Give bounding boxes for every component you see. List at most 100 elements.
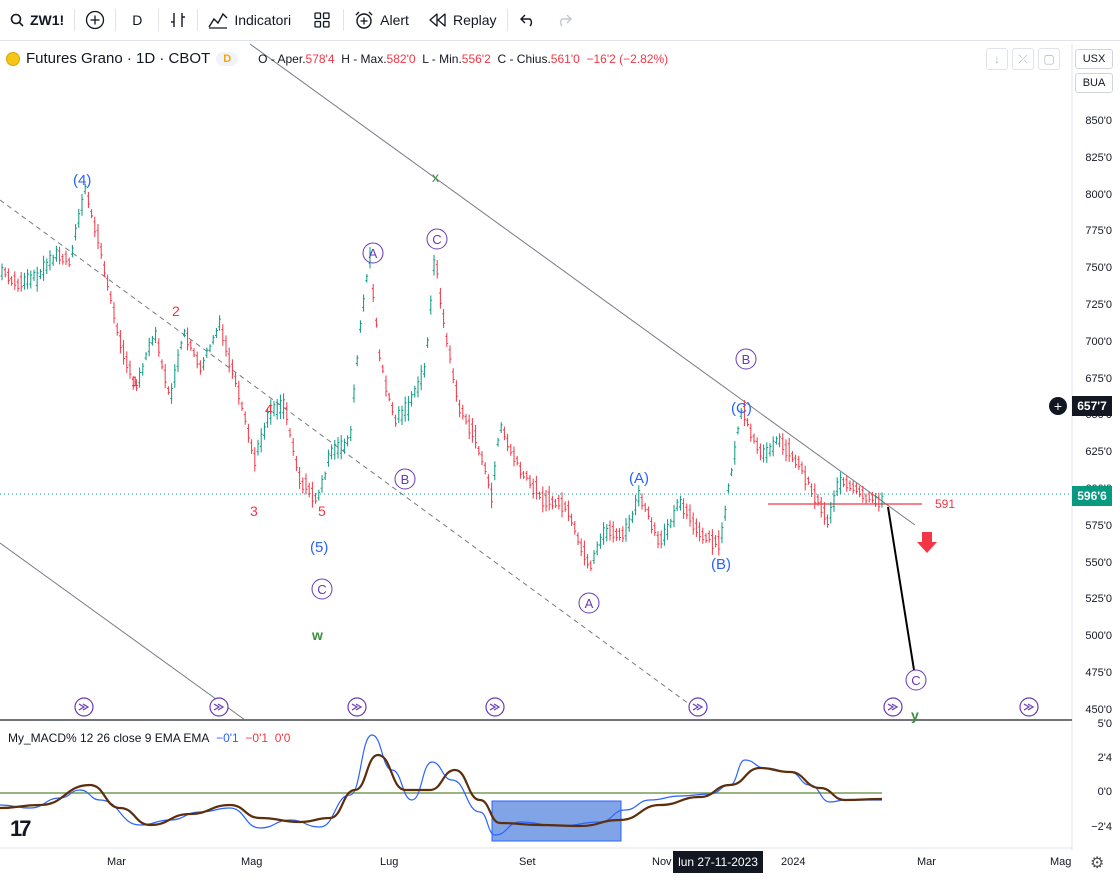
price-bar	[426, 337, 429, 349]
unit-selector[interactable]: BUA	[1075, 73, 1113, 93]
tradingview-logo-icon[interactable]: 17	[10, 816, 32, 841]
price-bar	[647, 506, 650, 520]
ohlc-values: O - Aper.578'4 H - Max.582'0 L - Min.556…	[258, 52, 668, 66]
price-bar	[330, 444, 333, 460]
indicators-button[interactable]: Indicatori	[198, 0, 301, 40]
macd-axis-tick: 2'4	[1097, 752, 1112, 764]
wave-label-C-paren: (C)	[731, 400, 752, 417]
price-bar	[634, 494, 637, 516]
compare-button[interactable]	[75, 0, 115, 40]
price-bar	[423, 363, 426, 378]
price-bar	[339, 435, 343, 460]
toolbar-divider	[343, 9, 345, 31]
symbol-search[interactable]: ZW1!	[0, 0, 74, 40]
price-bar	[285, 402, 289, 426]
time-axis-tick: Set	[519, 856, 536, 868]
price-bar	[496, 437, 500, 447]
price-bar	[608, 520, 612, 541]
price-bar	[765, 442, 769, 463]
price-bar	[16, 278, 20, 292]
event-arrow-icon	[347, 697, 367, 717]
legend-title[interactable]: Futures Grano · 1D · CBOT	[26, 50, 211, 67]
price-bar	[851, 480, 855, 494]
price-bar	[320, 475, 324, 493]
price-bar	[80, 194, 84, 216]
price-bar	[583, 540, 586, 566]
price-bar	[103, 261, 106, 277]
price-bar	[832, 490, 836, 512]
price-bar	[797, 455, 801, 470]
price-bar	[282, 393, 285, 420]
price-bar	[867, 491, 871, 503]
price-bar	[429, 295, 433, 315]
price-bar	[602, 522, 605, 545]
price-bar	[778, 433, 781, 448]
price-bar	[759, 443, 762, 461]
time-axis-tick: Mag	[241, 856, 263, 868]
price-bar	[221, 324, 225, 346]
collapse-icon[interactable]: ⤫	[1012, 48, 1034, 70]
price-bar	[746, 418, 749, 427]
toolbar-divider	[115, 9, 117, 31]
price-bar	[442, 309, 445, 328]
price-bar	[224, 335, 228, 357]
price-bar	[13, 271, 17, 290]
layouts-button[interactable]	[301, 0, 343, 40]
mid-dashed-trendline	[0, 199, 701, 713]
price-bar	[416, 376, 420, 398]
price-bar	[439, 287, 442, 309]
interval-label: D	[132, 12, 143, 28]
currency-selector[interactable]: USX	[1075, 49, 1113, 69]
price-bar	[493, 461, 497, 481]
price-bar	[359, 320, 362, 333]
price-bar	[739, 407, 743, 420]
time-axis-tick: Mag	[1050, 856, 1072, 868]
price-bar	[717, 530, 721, 556]
macd-legend[interactable]: My_MACD% 12 26 close 9 EMA EMA −0'1 −0'1…	[8, 731, 290, 745]
price-bar	[253, 447, 257, 472]
maximize-icon[interactable]: ▢	[1038, 48, 1060, 70]
undo-button[interactable]	[508, 0, 548, 40]
circle-marker	[905, 669, 927, 691]
price-chart[interactable]: (4) (5) 1 2 3 4 5 (A) (B) (C) x w y A B …	[0, 40, 1120, 882]
rewind-icon	[429, 13, 446, 27]
price-axis-tick: 500'0	[1085, 630, 1112, 643]
toolbar-divider	[158, 9, 160, 31]
price-bar	[250, 439, 253, 455]
price-bar	[387, 392, 391, 402]
price-bar	[83, 183, 87, 195]
price-bar	[243, 411, 247, 425]
price-bar	[688, 504, 692, 527]
redo-button[interactable]	[548, 0, 580, 40]
price-bar	[125, 351, 129, 373]
alert-button[interactable]: Alert	[344, 0, 419, 40]
alarm-clock-icon	[355, 11, 373, 29]
gear-icon[interactable]: ⚙	[1090, 855, 1105, 872]
chart-type-button[interactable]	[159, 0, 197, 40]
price-bar	[109, 291, 113, 304]
macd-line	[0, 734, 882, 836]
price-bar	[432, 254, 436, 276]
add-plus-icon[interactable]: +	[1049, 397, 1067, 415]
price-bar	[39, 269, 42, 280]
toolbar-divider	[197, 9, 199, 31]
price-bar	[403, 396, 407, 422]
price-bar	[87, 191, 90, 209]
price-bar	[839, 472, 842, 495]
price-bar	[656, 531, 660, 549]
price-bar	[880, 492, 884, 508]
price-bar	[800, 461, 804, 475]
replay-button[interactable]: Replay	[419, 0, 507, 40]
delay-badge[interactable]: D	[216, 51, 239, 66]
chart-legend: Futures Grano · 1D · CBOT D O - Aper.578…	[6, 50, 668, 67]
price-bar	[631, 510, 634, 523]
move-down-icon[interactable]: ↓	[986, 48, 1008, 70]
interval-button[interactable]: D	[116, 0, 158, 40]
price-axis-tick: 750'0	[1085, 262, 1112, 275]
price-bar	[61, 253, 65, 265]
price-bar	[384, 375, 388, 397]
price-bar	[288, 428, 292, 438]
level-591-label: 591	[935, 497, 955, 511]
price-bar	[535, 475, 538, 500]
price-bar	[167, 386, 170, 395]
